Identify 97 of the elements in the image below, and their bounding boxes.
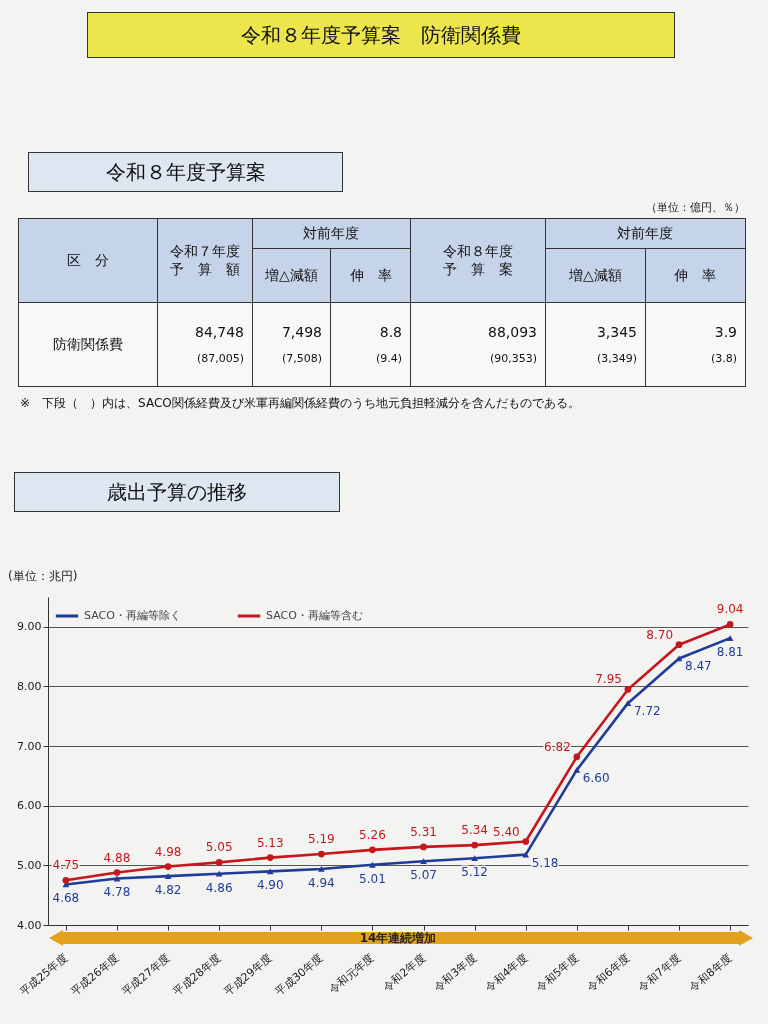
point bbox=[522, 838, 530, 845]
data-label: 5.05 bbox=[205, 840, 233, 855]
data-label: 5.01 bbox=[359, 871, 386, 886]
data-label: 5.34 bbox=[461, 823, 488, 838]
point bbox=[726, 635, 734, 642]
x-tick-label: 令和4年度 bbox=[482, 951, 531, 994]
legend-label: SACO・再編等含む bbox=[266, 609, 363, 622]
x-tick-label: 令和7年度 bbox=[635, 951, 684, 994]
data-label: 4.68 bbox=[52, 891, 80, 906]
x-tick-label: 令和3年度 bbox=[431, 951, 479, 994]
text: 区 分 bbox=[66, 251, 109, 268]
text: 令和７年度予 算 額 bbox=[169, 242, 240, 277]
text: 伸 率 bbox=[349, 266, 392, 283]
data-label: 5.26 bbox=[359, 827, 386, 842]
y-tick-label: 8.00 bbox=[17, 679, 42, 693]
point bbox=[62, 876, 70, 884]
point bbox=[113, 869, 121, 876]
y-axis-title: (単位：兆円) bbox=[8, 569, 78, 583]
x-tick-label: 平成27年度 bbox=[119, 951, 173, 999]
point bbox=[624, 700, 632, 707]
point bbox=[726, 621, 734, 628]
text: 令和８年度予算案 防衛関係費 bbox=[87, 12, 675, 58]
data-label: 4.82 bbox=[154, 883, 182, 898]
point bbox=[420, 843, 427, 851]
point bbox=[215, 870, 223, 877]
text: 令和８年度予算案 bbox=[28, 152, 343, 192]
y-tick-label: 9.00 bbox=[17, 620, 42, 634]
point bbox=[522, 851, 530, 858]
point bbox=[573, 753, 581, 761]
x-tick-label: 平成26年度 bbox=[68, 951, 122, 999]
text: 88,093 (90,353) bbox=[488, 324, 537, 365]
data-label: 5.40 bbox=[493, 824, 520, 839]
y-tick-label: 4.00 bbox=[17, 918, 42, 932]
text: （単位：億円、％） bbox=[645, 200, 745, 216]
data-label: 8.81 bbox=[716, 645, 744, 660]
x-tick-label: 令和8年度 bbox=[687, 951, 735, 994]
point bbox=[318, 850, 325, 858]
point bbox=[113, 875, 121, 882]
data-label: 4.88 bbox=[103, 850, 131, 865]
data-label: 8.47 bbox=[685, 659, 712, 674]
data-label: 4.78 bbox=[103, 885, 131, 900]
text: 14年連続増加 bbox=[359, 931, 437, 945]
data-label: 4.98 bbox=[154, 844, 182, 859]
text: 3,345 (3,349) bbox=[596, 324, 637, 365]
legend-label: SACO・再編等除く bbox=[84, 609, 181, 622]
data-label: 4.94 bbox=[308, 875, 335, 890]
y-tick-label: 5.00 bbox=[17, 858, 42, 872]
point bbox=[471, 855, 478, 862]
point bbox=[369, 861, 376, 868]
y-tick-label: 7.00 bbox=[17, 739, 42, 753]
data-label: 4.90 bbox=[256, 878, 284, 893]
point bbox=[420, 858, 427, 865]
point bbox=[573, 767, 581, 773]
data-label: 6.60 bbox=[582, 770, 610, 785]
point bbox=[624, 686, 632, 693]
data-label: 5.07 bbox=[410, 868, 437, 883]
data-label: 9.04 bbox=[716, 602, 744, 617]
x-tick-label: 令和6年度 bbox=[584, 951, 633, 994]
x-tick-label: 令和元年度 bbox=[326, 951, 377, 997]
text: 7,498 (7,508) bbox=[281, 324, 322, 365]
data-label: 5.19 bbox=[308, 832, 335, 847]
point bbox=[675, 641, 683, 649]
text: 8.8 (9.4) bbox=[375, 324, 402, 365]
text: 令和８年度予 算 案 bbox=[442, 242, 513, 277]
data-label: 7.95 bbox=[595, 672, 622, 687]
y-tick-label: 6.00 bbox=[17, 799, 42, 813]
text: 84,748 (87,005) bbox=[195, 324, 244, 365]
text: 増△減額 bbox=[265, 266, 318, 283]
point bbox=[471, 841, 478, 849]
data-label: 5.31 bbox=[410, 824, 437, 839]
data-label: 7.72 bbox=[633, 704, 661, 719]
x-tick-label: 令和2年度 bbox=[380, 951, 428, 994]
point bbox=[266, 854, 274, 861]
data-label: 5.12 bbox=[461, 865, 488, 880]
point bbox=[675, 655, 683, 662]
text: ※ 下段（ ）内は、SACO関係経費及び米軍再編関係経費のうち地元負担軽減分を含んだものである。 bbox=[20, 395, 581, 412]
point bbox=[369, 846, 376, 854]
point bbox=[164, 873, 172, 879]
point bbox=[266, 868, 274, 875]
text: 対前年度 bbox=[303, 224, 360, 241]
data-label: 4.86 bbox=[205, 880, 233, 895]
text: 3.9 (3.8) bbox=[710, 324, 737, 365]
x-tick-label: 平成30年度 bbox=[272, 951, 326, 999]
point bbox=[164, 863, 172, 870]
chart-title: 歳出予算の推移 bbox=[14, 472, 340, 512]
text: 対前年度 bbox=[617, 224, 674, 241]
point bbox=[318, 866, 325, 872]
data-label: 8.70 bbox=[646, 627, 674, 642]
data-label: 5.13 bbox=[256, 835, 284, 850]
x-tick-label: 令和5年度 bbox=[533, 951, 582, 994]
text: 増△減額 bbox=[569, 266, 622, 283]
x-tick-label: 平成25年度 bbox=[17, 951, 71, 999]
text: 伸 率 bbox=[674, 266, 717, 283]
text: 防衛関係費 bbox=[53, 335, 123, 352]
x-tick-label: 平成28年度 bbox=[170, 951, 224, 999]
x-tick-label: 平成29年度 bbox=[221, 951, 275, 999]
point bbox=[215, 859, 223, 866]
